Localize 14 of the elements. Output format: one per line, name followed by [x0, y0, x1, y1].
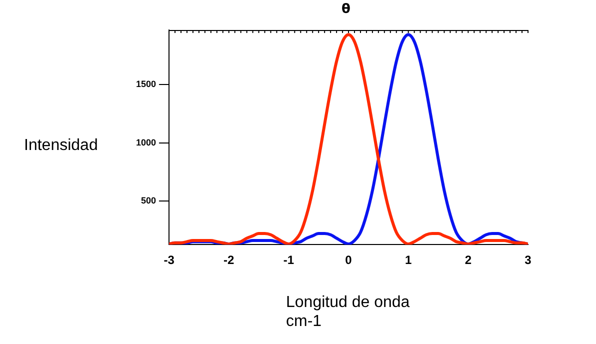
x-tick-label: -2 [224, 253, 235, 268]
y-tick-label: 1000 [136, 137, 156, 148]
x-tick-label: -1 [283, 253, 294, 268]
y-tick-label: 1500 [136, 79, 156, 90]
y-axis-title: Intensidad [24, 136, 98, 155]
x-tick-label: -3 [164, 253, 175, 268]
x-tick-label: 0 [345, 253, 352, 268]
y-tick-label: 500 [140, 195, 156, 206]
chart-title: θ [340, 1, 352, 19]
x-tick-label: 3 [524, 253, 532, 268]
x-tick-label: 2 [464, 253, 472, 268]
x-tick-label: 1 [404, 253, 412, 268]
x-axis-title: Longitud de onda cm-1 [286, 293, 410, 331]
line-series [169, 33, 528, 245]
